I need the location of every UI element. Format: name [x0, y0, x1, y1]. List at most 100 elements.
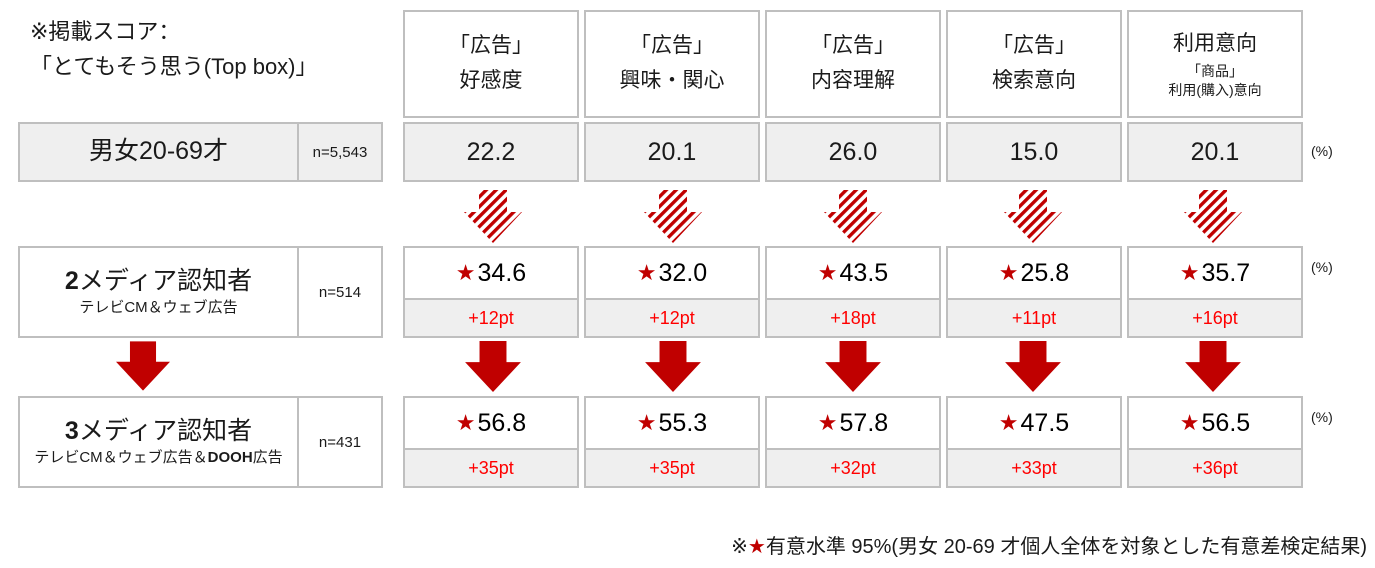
value-cell: 56.8: [477, 408, 527, 437]
delta-cell: +33pt: [948, 448, 1120, 486]
delta-cell: +36pt: [1129, 448, 1301, 486]
value-column: ★ 47.5 +33pt: [946, 396, 1122, 488]
row-label-3media-subtitle: テレビCM＆ウェブ広告＆DOOH広告: [34, 448, 283, 466]
header-cell-ad-interest: 「広告」 興味・関心: [584, 10, 760, 118]
header-line: 興味・関心: [619, 69, 725, 92]
significance-star-icon: ★: [1179, 410, 1200, 435]
significance-star-icon: ★: [998, 410, 1019, 435]
delta-cell: +35pt: [586, 448, 758, 486]
value-column: ★ 34.6 +12pt: [403, 246, 579, 338]
value-cell: 57.8: [839, 408, 889, 437]
header-line: 「広告」: [449, 34, 533, 58]
value-cell: 47.5: [1020, 408, 1070, 437]
row-label-3media: 3メディア認知者 テレビCM＆ウェブ広告＆DOOH広告 n=431: [18, 396, 383, 488]
value-column: ★ 43.5 +18pt: [765, 246, 941, 338]
header-cell-ad-search-intent: 「広告」 検索意向: [946, 10, 1122, 118]
footnote-symbol: ※: [731, 536, 748, 558]
significance-footnote: ※★有意水準 95%(男女 20-69 才個人全体を対象とした有意差検定結果): [731, 530, 1367, 559]
down-arrow-striped-icon: [1184, 190, 1242, 243]
percent-unit-label: (%): [1311, 143, 1333, 159]
down-arrow-striped-icon: [644, 190, 702, 243]
delta-cell: +12pt: [586, 298, 758, 336]
down-arrow-striped-icon: [464, 190, 522, 243]
row-label-3media-title: 3メディア認知者: [65, 416, 252, 447]
value-row-total: 22.2 20.1 26.0 15.0 20.1: [403, 122, 1303, 182]
significance-star-icon: ★: [455, 260, 476, 285]
header-line: 内容理解: [811, 69, 895, 92]
header-line: 「広告」: [992, 34, 1076, 58]
striped-arrow-row: [403, 190, 1303, 243]
row-label-2media: 2メディア認知者 テレビCM＆ウェブ広告 n=514: [18, 246, 383, 338]
value-column: ★ 56.5 +36pt: [1127, 396, 1303, 488]
down-arrow-solid-icon: [465, 341, 521, 392]
row-label-rest: メディア認知者: [78, 267, 253, 296]
significance-star-icon: ★: [1179, 260, 1200, 285]
row-label-2media-title: 2メディア認知者: [65, 266, 252, 297]
significance-star-icon: ★: [747, 536, 766, 558]
header-line-small: 利用(購入)意向: [1168, 82, 1262, 99]
significance-star-icon: ★: [636, 260, 657, 285]
delta-cell: +32pt: [767, 448, 939, 486]
value-row-2media: ★ 34.6 +12pt ★ 32.0 +12pt ★ 43.5 +18pt ★ 25.…: [403, 246, 1303, 338]
value-column: ★ 57.8 +32pt: [765, 396, 941, 488]
row-2media-sample-size: n=514: [297, 248, 381, 336]
header-line: 好感度: [459, 69, 523, 92]
header-cell-ad-comprehension: 「広告」 内容理解: [765, 10, 941, 118]
row-total-sample-size: n=5,543: [297, 124, 381, 180]
delta-cell: +16pt: [1129, 298, 1301, 336]
value-cell: 34.6: [477, 258, 527, 287]
value-cell: 15.0: [946, 122, 1122, 182]
header-cell-usage-intent: 利用意向 「商品」 利用(購入)意向: [1127, 10, 1303, 118]
value-cell: 35.7: [1201, 258, 1251, 287]
delta-cell: +11pt: [948, 298, 1120, 336]
row-label-2media-subtitle: テレビCM＆ウェブ広告: [79, 298, 238, 316]
score-note-line1: ※掲載スコア：: [30, 19, 181, 44]
value-column: ★ 25.8 +11pt: [946, 246, 1122, 338]
header-line: 利用意向: [1173, 32, 1257, 56]
value-row-3media: ★ 56.8 +35pt ★ 55.3 +35pt ★ 57.8 +32pt ★ 47.…: [403, 396, 1303, 488]
down-arrow-solid-icon: [116, 341, 170, 391]
header-line: 検索意向: [992, 69, 1076, 92]
row-label-total: 男女20-69才 n=5,543: [18, 122, 383, 182]
value-cell: 26.0: [765, 122, 941, 182]
significance-star-icon: ★: [636, 410, 657, 435]
score-note: ※掲載スコア： 「とてもそう思う(Top box)」: [30, 14, 318, 84]
down-arrow-solid-icon: [645, 341, 701, 392]
value-cell: 25.8: [1020, 258, 1070, 287]
value-column: ★ 32.0 +12pt: [584, 246, 760, 338]
value-cell: 56.5: [1201, 408, 1251, 437]
footnote-text: 有意水準 95%(男女 20-69 才個人全体を対象とした有意差検定結果): [765, 536, 1367, 558]
header-line: 「広告」: [811, 34, 895, 58]
significance-star-icon: ★: [817, 410, 838, 435]
solid-arrow-row: [403, 340, 1303, 393]
down-arrow-solid-icon: [825, 341, 881, 392]
row-label-bold-prefix: 2: [64, 267, 79, 296]
value-cell: 55.3: [658, 408, 708, 437]
value-cell: 20.1: [584, 122, 760, 182]
row-label-total-title: 男女20-69才: [89, 137, 228, 166]
value-cell: 22.2: [403, 122, 579, 182]
row-label-rest: メディア認知者: [78, 417, 253, 446]
delta-cell: +12pt: [405, 298, 577, 336]
header-line: 「広告」: [630, 34, 714, 58]
percent-unit-label: (%): [1311, 259, 1333, 275]
delta-cell: +35pt: [405, 448, 577, 486]
value-column: ★ 35.7 +16pt: [1127, 246, 1303, 338]
value-column: ★ 55.3 +35pt: [584, 396, 760, 488]
down-arrow-striped-icon: [1004, 190, 1062, 243]
header-cell-ad-likability: 「広告」 好感度: [403, 10, 579, 118]
row-label-bold-prefix: 3: [64, 417, 79, 446]
down-arrow-solid-icon: [1005, 341, 1061, 392]
value-cell: 43.5: [839, 258, 889, 287]
value-cell: 20.1: [1127, 122, 1303, 182]
value-column: ★ 56.8 +35pt: [403, 396, 579, 488]
significance-star-icon: ★: [817, 260, 838, 285]
significance-star-icon: ★: [455, 410, 476, 435]
percent-unit-label: (%): [1311, 409, 1333, 425]
delta-cell: +18pt: [767, 298, 939, 336]
significance-star-icon: ★: [998, 260, 1019, 285]
row-3media-sample-size: n=431: [297, 398, 381, 486]
down-arrow-striped-icon: [824, 190, 882, 243]
score-note-line2: 「とてもそう思う(Top box)」: [30, 54, 318, 80]
